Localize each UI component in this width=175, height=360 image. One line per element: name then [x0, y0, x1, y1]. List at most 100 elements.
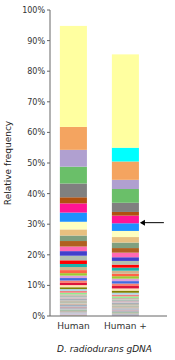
bar-segment: [60, 299, 87, 301]
bar-segment: [112, 306, 139, 308]
bar-segment: [60, 229, 87, 235]
bar-segment: [112, 54, 139, 147]
y-tick-label: 20%: [27, 251, 45, 260]
bar-segment: [112, 286, 139, 288]
bar-segment: [60, 307, 87, 309]
bar-segment: [60, 273, 87, 275]
bar-segment: [60, 213, 87, 222]
bar-segment: [112, 304, 139, 306]
bar-segment: [112, 223, 139, 231]
bar-segment: [112, 299, 139, 301]
bar-segment: [60, 222, 87, 230]
bar-segment: [60, 236, 87, 242]
x-tick-label: Human +: [104, 321, 147, 331]
bar-segment: [60, 150, 87, 167]
bar-segment: [60, 287, 87, 289]
bar-segment: [60, 302, 87, 304]
bar-segment: [112, 295, 139, 297]
bar-segment: [112, 308, 139, 309]
bar-segment: [60, 293, 87, 295]
bar-segment: [112, 281, 139, 283]
bar-segment: [112, 298, 139, 300]
bar-segment: [60, 283, 87, 285]
bar-segment: [60, 310, 87, 312]
bar-segment: [60, 260, 87, 264]
chart: 0%10%20%30%40%50%60%70%80%90%100%HumanHu…: [0, 0, 175, 360]
bar-segment: [60, 276, 87, 278]
y-tick-label: 100%: [22, 6, 45, 15]
y-tick-label: 60%: [27, 128, 45, 137]
bar-segment: [60, 289, 87, 291]
bar-segment: [112, 237, 139, 243]
bar-segment: [112, 180, 139, 189]
bar-segment: [60, 127, 87, 150]
bar-segment: [112, 314, 139, 316]
y-tick-label: 70%: [27, 98, 45, 107]
bar-segment: [60, 267, 87, 270]
bar-segment: [112, 243, 139, 249]
bar-segment: [112, 231, 139, 237]
y-axis-label: Relative frequency: [3, 120, 13, 205]
x-axis-label: D. radiodurans gDNA: [57, 344, 152, 354]
arrow: [140, 220, 164, 226]
bar-segment: [112, 313, 139, 315]
bar-segment: [112, 265, 139, 268]
bar-segment: [60, 296, 87, 298]
bar-segment: [112, 276, 139, 278]
bar-segment: [112, 291, 139, 293]
bar-segment: [112, 212, 139, 216]
bar-segment: [112, 257, 139, 261]
bar-segment: [60, 308, 87, 310]
bar-segment: [60, 305, 87, 307]
bar-segment: [112, 268, 139, 271]
x-axis-line: [50, 316, 167, 317]
bar-segment: [112, 148, 139, 162]
bar-segment: [112, 296, 139, 298]
bars: [60, 26, 139, 316]
bar-segment: [60, 264, 87, 267]
bar-segment: [112, 261, 139, 265]
bar-segment: [112, 253, 139, 258]
bar-segment: [112, 310, 139, 311]
x-tick-label: Human: [57, 321, 89, 331]
bar-segment: [112, 288, 139, 290]
bar-segment: [60, 294, 87, 296]
y-tick-label: 40%: [27, 190, 45, 199]
y-tick-label: 30%: [27, 220, 45, 229]
bar-segment: [112, 248, 139, 253]
bar-segment: [60, 203, 87, 212]
x-axis: Human Human +: [50, 316, 167, 331]
bar-segment: [112, 271, 139, 274]
bar-segment: [60, 303, 87, 305]
bar-segment: [112, 203, 139, 212]
bar-segment: [112, 293, 139, 295]
bar-segment: [60, 184, 87, 198]
bar-segment: [112, 284, 139, 286]
bar-segment: [112, 307, 139, 308]
bar-segment: [60, 197, 87, 203]
y-tick-label: 90%: [27, 37, 45, 46]
y-axis: 0%10%20%30%40%50%60%70%80%90%100%: [22, 6, 50, 321]
bar-segment: [60, 314, 87, 315]
y-axis-line: [50, 10, 51, 316]
y-tick-label: 10%: [27, 281, 45, 290]
bar-segment: [60, 241, 87, 247]
bar-segment: [112, 279, 139, 281]
bar-segment: [60, 278, 87, 280]
bar-segment: [60, 26, 87, 127]
bar-segment: [112, 301, 139, 303]
bar-segment: [112, 312, 139, 313]
bar-segment: [112, 161, 139, 179]
bar-segment: [60, 281, 87, 283]
bar-segment: [60, 270, 87, 273]
bar-segment: [60, 256, 87, 261]
y-tick-label: 0%: [32, 312, 45, 321]
bar-segment: [112, 189, 139, 203]
bar-segment: [112, 216, 139, 224]
bar-segment: [60, 285, 87, 287]
arrow-head: [140, 220, 145, 226]
bar-segment: [60, 312, 87, 313]
bar-segment: [112, 311, 139, 312]
bar-segment: [60, 251, 87, 256]
bar-segment: [112, 274, 139, 276]
